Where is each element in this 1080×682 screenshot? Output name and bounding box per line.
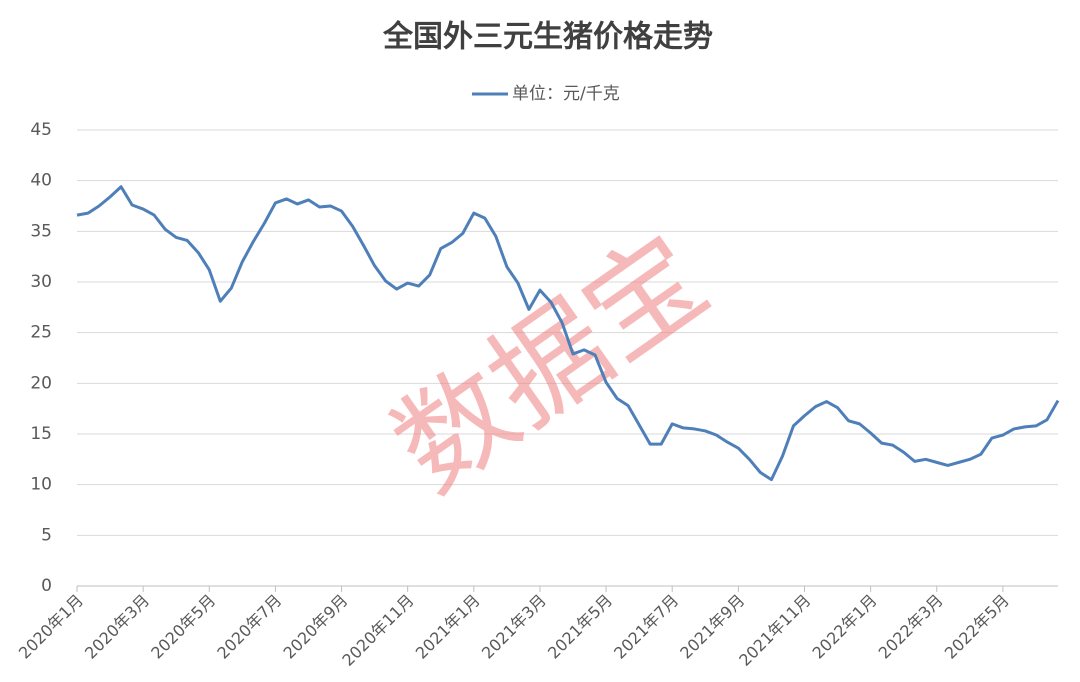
x-tick-label: 2022年3月 <box>875 591 947 663</box>
series-line <box>76 185 1060 482</box>
y-tick-label: 25 <box>30 323 52 343</box>
x-tick-label: 2021年9月 <box>676 591 748 663</box>
x-tick-label: 2020年5月 <box>147 591 219 663</box>
x-tick-label: 2021年5月 <box>544 591 616 663</box>
y-tick-label: 45 <box>30 120 52 140</box>
x-tick-label: 2022年1月 <box>809 591 881 663</box>
x-tick-label: 2022年5月 <box>941 591 1013 663</box>
legend-label: 单位：元/千克 <box>512 84 620 104</box>
y-tick-label: 0 <box>41 576 52 596</box>
x-tick-label: 2021年1月 <box>412 591 484 663</box>
x-tick-label: 2020年11月 <box>338 591 417 670</box>
x-tick-label: 2020年1月 <box>15 591 87 663</box>
y-tick-label: 15 <box>30 424 52 444</box>
chart-title: 全国外三元生猪价格走势 <box>382 20 713 55</box>
x-tick-label: 2020年9月 <box>279 591 351 663</box>
y-tick-label: 10 <box>30 475 52 495</box>
x-tick-label: 2020年3月 <box>81 591 153 663</box>
watermark: 数据宝 <box>371 210 730 518</box>
y-tick-label: 5 <box>41 525 52 545</box>
y-tick-label: 30 <box>30 272 52 292</box>
y-tick-label: 20 <box>30 373 52 393</box>
x-tick-label: 2021年3月 <box>478 591 550 663</box>
x-tick-label: 2020年7月 <box>213 591 285 663</box>
x-tick-label: 2021年11月 <box>735 591 814 670</box>
y-tick-label: 40 <box>30 171 52 191</box>
x-tick-label: 2021年7月 <box>610 591 682 663</box>
y-tick-label: 35 <box>30 221 52 241</box>
